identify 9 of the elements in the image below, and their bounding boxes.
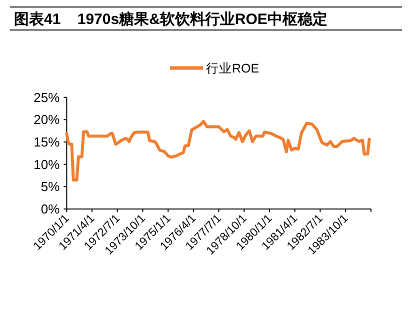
y-tick-label: 10%	[34, 156, 60, 172]
y-tick-label: 20%	[34, 112, 60, 128]
legend-label: 行业ROE	[206, 62, 260, 76]
y-tick-label: 5%	[40, 179, 60, 194]
y-tick-label: 15%	[34, 134, 60, 150]
chart-title: 图表41 1970s糖果&软饮料行业ROE中枢稳定	[14, 10, 328, 28]
line-series	[65, 120, 371, 182]
y-tick-label: 0%	[40, 202, 60, 216]
y-tick-label: 25%	[34, 90, 60, 105]
